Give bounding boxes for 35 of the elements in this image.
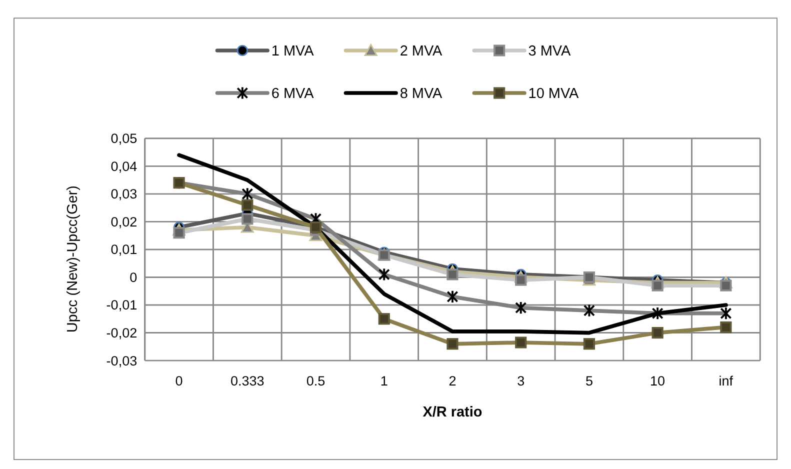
point bbox=[446, 338, 458, 350]
x-tick-label: 0 bbox=[175, 374, 183, 389]
legend-label: 3 MVA bbox=[528, 44, 572, 60]
legend-label: 10 MVA bbox=[528, 86, 580, 102]
y-tick-label: 0,02 bbox=[110, 214, 138, 230]
point bbox=[515, 336, 527, 348]
y-axis-title: Upcc (New)-Upcc(Ger) bbox=[65, 186, 82, 333]
point bbox=[652, 326, 664, 339]
legend-label: 8 MVA bbox=[400, 86, 443, 102]
y-tick-label: 0,05 bbox=[110, 131, 138, 146]
y-tick-label: -0,03 bbox=[106, 353, 138, 368]
legend-label: 1 MVA bbox=[271, 44, 314, 60]
y-tick-label: 0,03 bbox=[110, 186, 138, 202]
y-tick-label: 0,04 bbox=[110, 158, 138, 174]
legend-label: 6 MVA bbox=[271, 86, 314, 102]
x-tick-label: 0.5 bbox=[306, 374, 326, 389]
line-series bbox=[177, 153, 728, 335]
point bbox=[583, 338, 596, 350]
x-axis-title: X/R ratio bbox=[422, 404, 482, 421]
point bbox=[720, 321, 732, 334]
x-tick-label: 10 bbox=[650, 374, 666, 389]
x-tick-label: 5 bbox=[585, 374, 593, 389]
y-tick-label: 0,01 bbox=[110, 242, 138, 258]
point bbox=[652, 306, 664, 320]
y-tick-label: 0 bbox=[130, 270, 138, 285]
x-tick-label: 3 bbox=[517, 374, 525, 389]
x-tick-label: inf bbox=[718, 374, 734, 389]
y-tick-label: -0,02 bbox=[106, 326, 138, 341]
y-tick-label: -0,01 bbox=[106, 298, 138, 313]
legend-label: 2 MVA bbox=[400, 44, 443, 60]
point bbox=[378, 313, 390, 325]
x-tick-label: 0.333 bbox=[230, 374, 264, 389]
x-tick-label: 1 bbox=[380, 374, 388, 389]
point bbox=[242, 199, 254, 211]
x-tick-label: 2 bbox=[448, 374, 456, 389]
